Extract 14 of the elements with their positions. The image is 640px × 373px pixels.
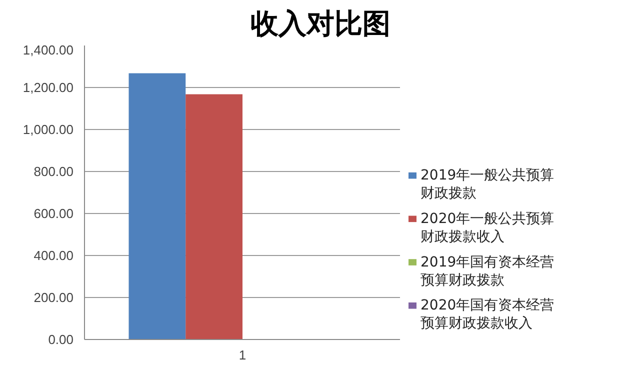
y-tick-label: 1,200.00 [22,80,74,95]
legend-label: 2019年一般公共预算财政拨款 [420,168,554,202]
y-tick-label: 800.00 [34,164,74,179]
y-tick-label: 1,000.00 [22,122,74,137]
legend-label: 2019年国有资本经营预算财政拨款 [420,254,554,288]
y-tick-label: 0.00 [48,332,74,347]
legend-label: 2020年国有资本经营预算财政拨款收入 [420,298,554,332]
y-tick-label: 400.00 [34,248,74,263]
legend-label: 2020年一般公共预算财政拨款收入 [420,210,554,246]
y-tick-label: 200.00 [34,290,74,305]
chart-title: 收入对比图 [250,7,390,40]
y-tick-label: 600.00 [34,206,74,221]
y-tick-label: 1,400.00 [22,42,74,58]
x-tick-label: 1 [238,348,246,362]
